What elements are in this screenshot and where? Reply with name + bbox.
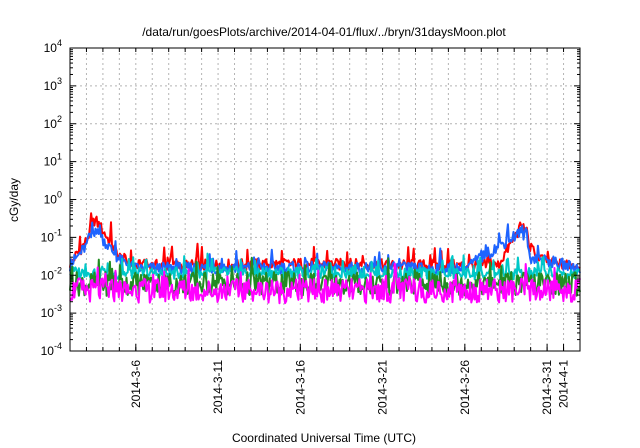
series-line bbox=[69, 252, 581, 281]
x-tick-label: 2014-3-16 bbox=[293, 360, 307, 415]
y-tick-label: 104 bbox=[44, 38, 62, 55]
x-tick-label: 2014-3-6 bbox=[129, 360, 143, 408]
x-tick-label: 2014-3-11 bbox=[211, 360, 225, 414]
x-tick-label: 2014-4-1 bbox=[557, 360, 571, 408]
y-tick-label: 100 bbox=[44, 190, 62, 207]
y-tick-label: 101 bbox=[44, 152, 62, 169]
y-tick-label: 103 bbox=[44, 76, 62, 93]
x-axis-label: Coordinated Universal Time (UTC) bbox=[232, 431, 416, 445]
series-lines bbox=[69, 212, 581, 305]
grid bbox=[70, 48, 580, 351]
y-tick-label: 10-1 bbox=[41, 227, 62, 244]
axis-ticks bbox=[69, 47, 581, 352]
x-tick-label: 2014-3-31 bbox=[540, 360, 554, 415]
x-tick-label: 2014-3-21 bbox=[376, 360, 390, 415]
y-tick-label: 102 bbox=[44, 114, 62, 131]
x-tick-label: 2014-3-26 bbox=[458, 360, 472, 415]
x-tick-labels: 2014-3-6 2014-3-11 2014-3-16 2014-3-21 2014-… bbox=[129, 360, 571, 415]
series-line bbox=[69, 262, 581, 305]
y-tick-label: 10-2 bbox=[41, 265, 62, 282]
y-tick-label: 10-3 bbox=[41, 303, 62, 320]
chart-title: /data/run/goesPlots/archive/2014-04-01/f… bbox=[142, 25, 506, 39]
y-tick-labels: 10-4 10-3 10-2 10-1 100 101 102 103 104 bbox=[41, 38, 62, 358]
y-axis-label: cGy/day bbox=[7, 178, 21, 222]
y-tick-label: 10-4 bbox=[41, 341, 62, 358]
